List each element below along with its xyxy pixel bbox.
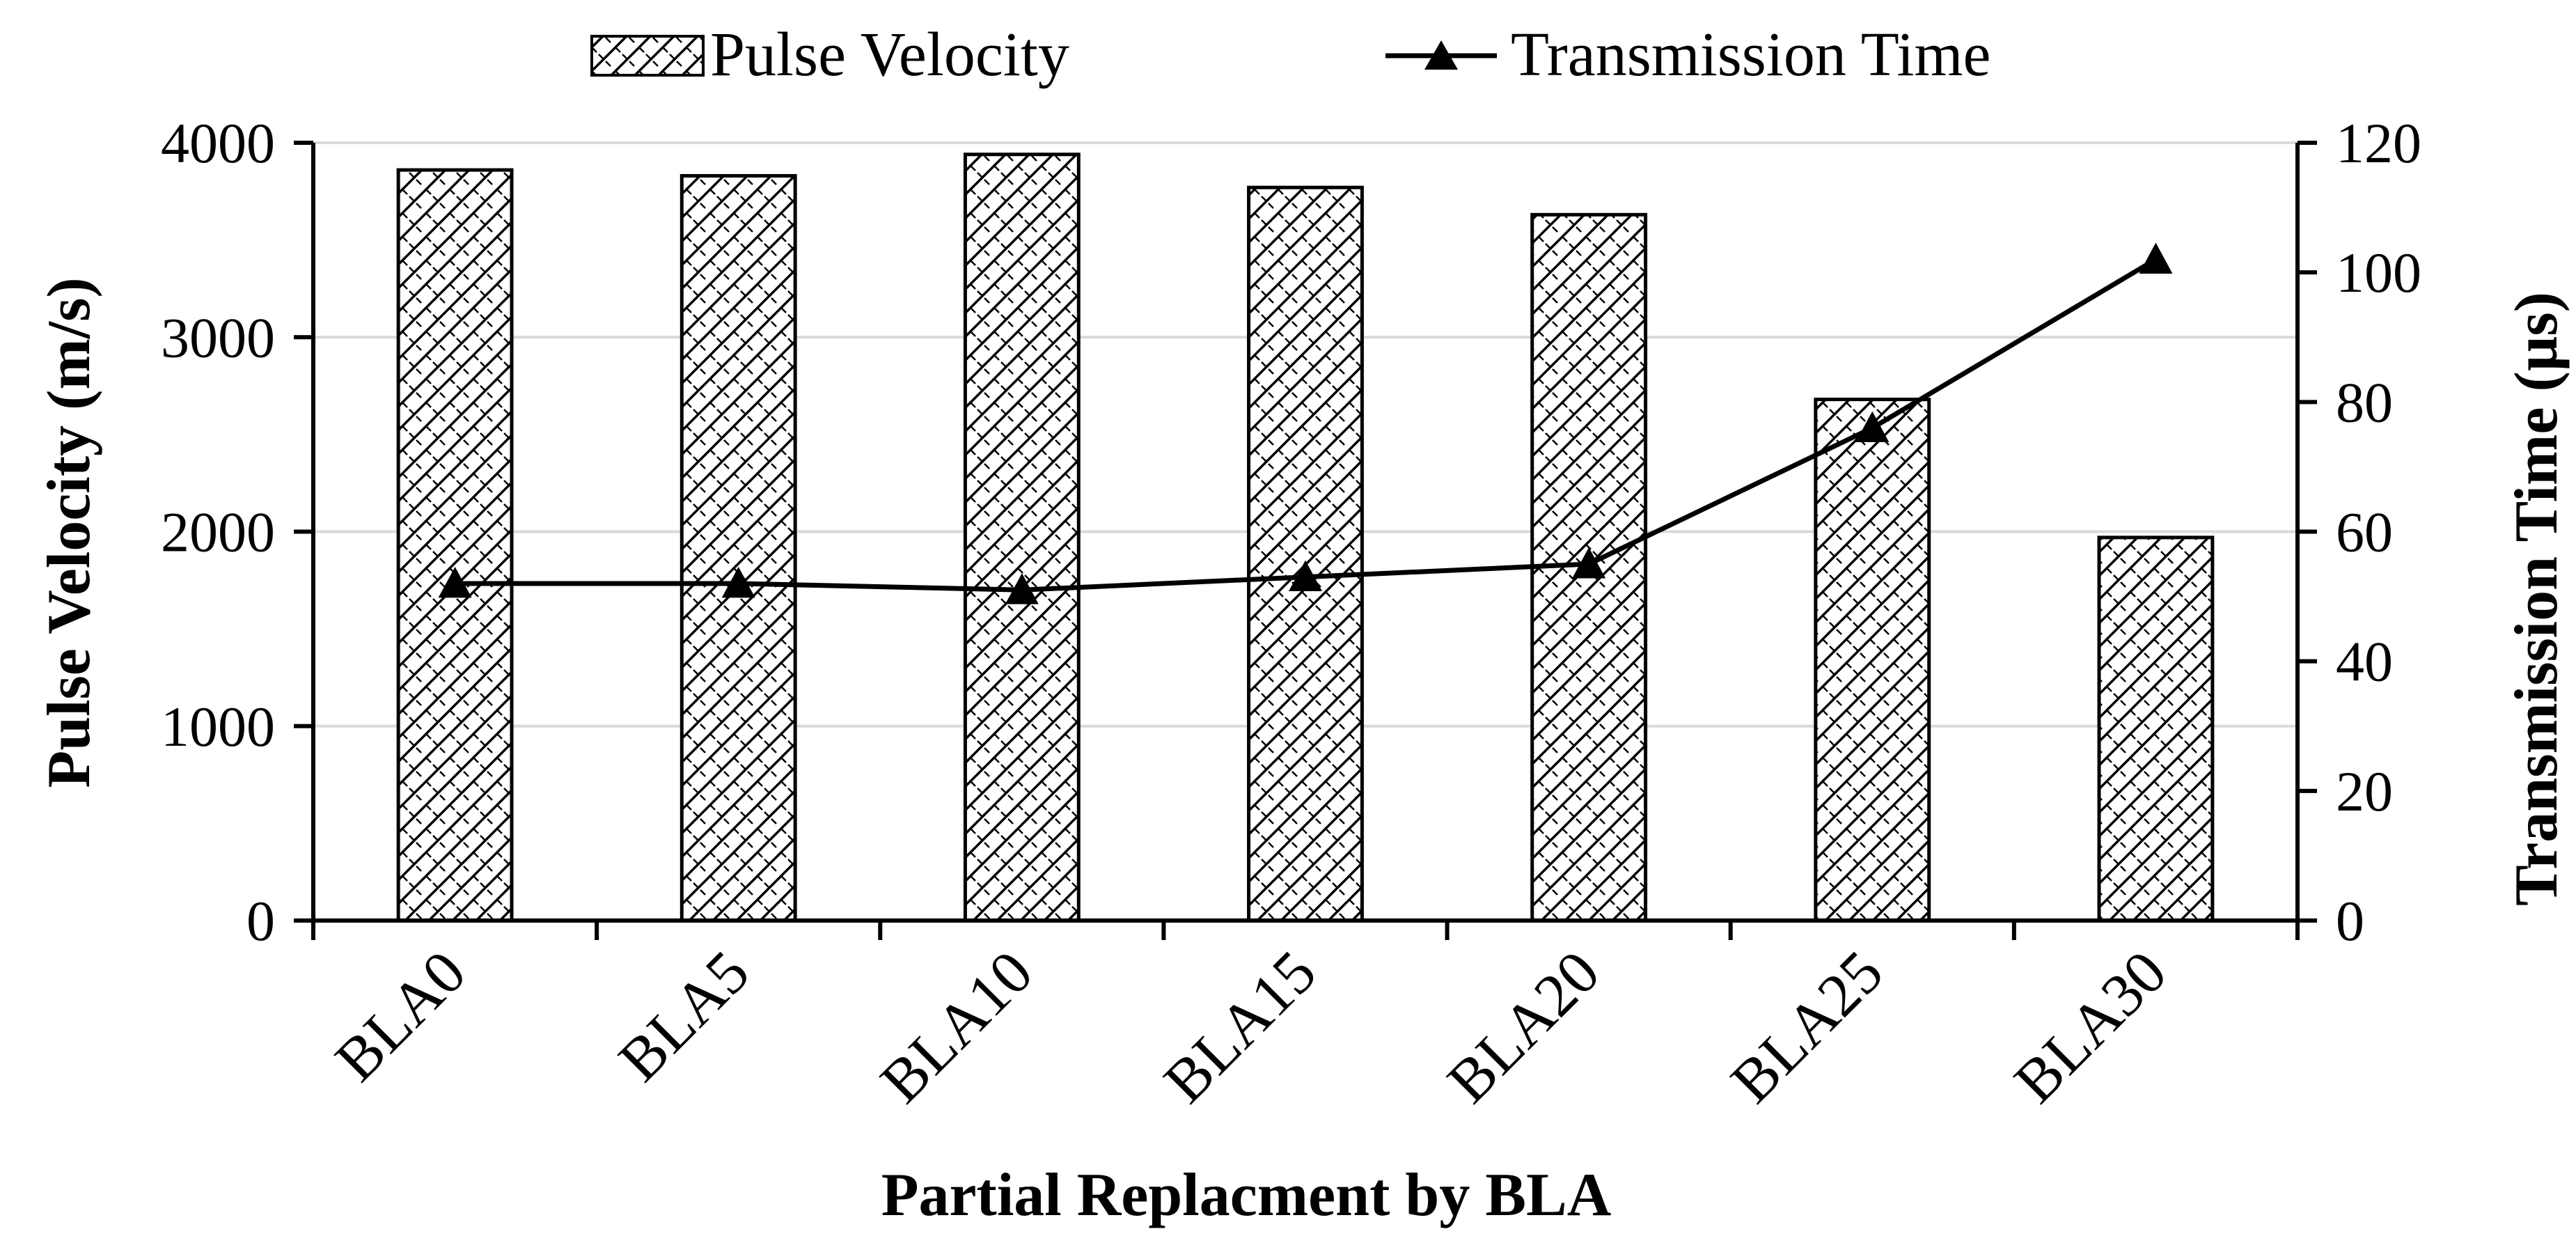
x-axis-title: Partial Replacment by BLA	[881, 1161, 1612, 1229]
axes	[294, 141, 2317, 940]
x-tick-label-bla5: BLA5	[606, 939, 762, 1095]
marker-transmission-time-bla10	[1005, 573, 1039, 604]
marker-transmission-time-bla5	[721, 566, 755, 598]
y-tick-label-right: 20	[2336, 760, 2393, 823]
bar-bla5	[680, 173, 797, 923]
bar-bla0	[396, 168, 514, 923]
y-tick-label-right: 0	[2336, 889, 2364, 953]
y-tick-label-left: 1000	[161, 695, 275, 758]
y-tick-label-left: 2000	[161, 501, 275, 564]
legend: Pulse Velocity Transmission Time	[590, 20, 1990, 89]
x-tick-label-bla10: BLA10	[868, 939, 1046, 1116]
marker-transmission-time-bla25	[1855, 411, 1890, 442]
marker-transmission-time-bla15	[1289, 560, 1322, 592]
bar-bla10	[963, 152, 1081, 923]
y-tick-label-right: 60	[2336, 501, 2393, 564]
y-axis-title-right: Transmission Time (µs)	[2503, 292, 2570, 906]
marker-transmission-time-bla30	[2139, 242, 2173, 274]
x-tick-label-bla0: BLA0	[323, 939, 479, 1095]
x-tick-label-bla20: BLA20	[1435, 939, 1612, 1116]
y-tick-label-left: 4000	[161, 111, 275, 175]
bar-series	[396, 152, 2215, 923]
marker-transmission-time-bla0	[438, 566, 472, 598]
x-tick-label-bla15: BLA15	[1152, 939, 1329, 1116]
line-series	[438, 242, 2173, 604]
y-tick-label-right: 100	[2336, 241, 2421, 304]
marker-transmission-time-bla20	[1572, 547, 1606, 579]
bar-bla15	[1247, 185, 1364, 923]
bar-bla25	[1814, 398, 1931, 923]
y-tick-label-right: 40	[2336, 630, 2393, 694]
y-tick-label-right: 80	[2336, 370, 2393, 434]
legend-marker-transmission-time	[1424, 40, 1458, 70]
y-tick-label-left: 0	[246, 889, 275, 953]
bar-bla30	[2097, 535, 2215, 923]
legend-label-transmission-time: Transmission Time	[1511, 20, 1990, 89]
x-tick-label-bla30: BLA30	[2002, 939, 2179, 1116]
y-axis-title-left: Pulse Velocity (m/s)	[36, 277, 103, 788]
y-tick-label-left: 3000	[161, 306, 275, 369]
x-tick-label-bla25: BLA25	[1718, 939, 1896, 1116]
legend-label-pulse-velocity: Pulse Velocity	[710, 20, 1069, 89]
y-tick-label-right: 120	[2336, 111, 2421, 175]
legend-swatch-pulse-velocity	[590, 35, 705, 77]
